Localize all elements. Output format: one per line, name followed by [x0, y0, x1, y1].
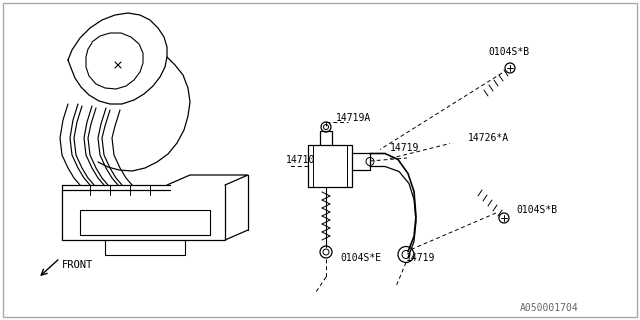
Text: FRONT: FRONT — [62, 260, 93, 270]
Text: 14726*A: 14726*A — [468, 133, 509, 143]
Text: 0104S*B: 0104S*B — [488, 47, 529, 57]
Text: 14719: 14719 — [390, 143, 419, 153]
Text: 14719A: 14719A — [336, 113, 371, 123]
Text: 0104S*E: 0104S*E — [340, 253, 381, 263]
Text: 14719: 14719 — [406, 253, 435, 263]
Bar — [308, 145, 352, 187]
Text: A050001704: A050001704 — [520, 303, 579, 313]
Text: 0104S*B: 0104S*B — [516, 205, 557, 215]
Text: 14710: 14710 — [286, 155, 316, 165]
